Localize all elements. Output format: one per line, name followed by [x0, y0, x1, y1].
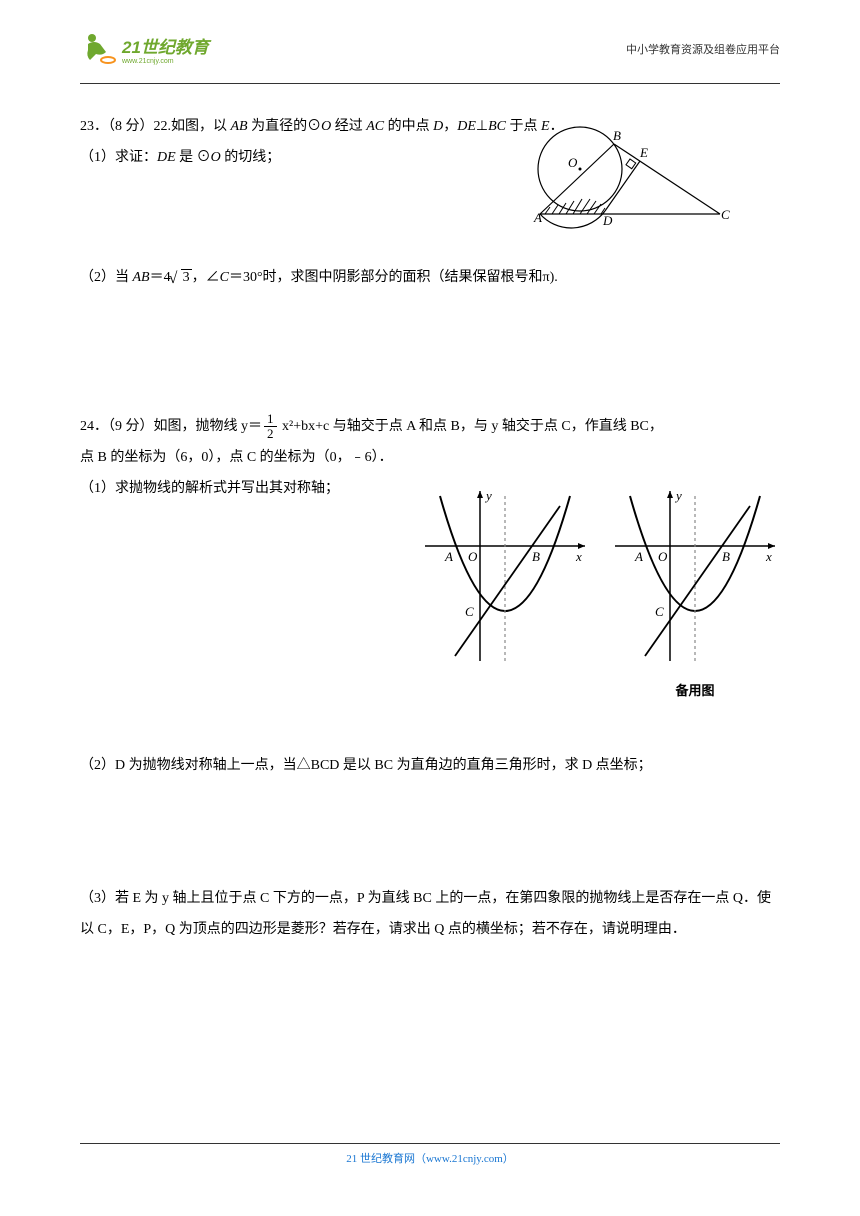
content-area: 23．（8 分）22.如图，以 AB 为直径的⊙O 经过 AC 的中点 D，DE…	[0, 84, 860, 945]
svg-text:x: x	[575, 549, 582, 564]
q24-figures: A O B C x y	[420, 486, 780, 703]
logo: 21世纪教育 www.21cnjy.com	[80, 30, 209, 68]
footer-url: www.21cnjy.com	[426, 1153, 503, 1165]
svg-text:y: y	[674, 488, 682, 503]
q23-text: 22.如图，以	[154, 119, 231, 134]
svg-text:O: O	[468, 549, 478, 564]
svg-text:B: B	[722, 549, 730, 564]
svg-text:y: y	[484, 488, 492, 503]
question-23: 23．（8 分）22.如图，以 AB 为直径的⊙O 经过 AC 的中点 D，DE…	[80, 114, 780, 292]
svg-text:A: A	[634, 549, 643, 564]
svg-text:C: C	[465, 604, 474, 619]
footer-text: 21 世纪教育网（www.21cnjy.com）	[0, 1150, 860, 1166]
q23-points: （8 分）	[108, 119, 154, 134]
logo-text: 21世纪教育 www.21cnjy.com	[122, 33, 209, 65]
q24-stem-2: 点 B 的坐标为（6，0），点 C 的坐标为（0，﹣6）．	[80, 445, 780, 472]
q24-stem: 24．（9 分）如图，抛物线 y＝12 x²+bx+c 与轴交于点 A 和点 B…	[80, 412, 780, 442]
q23-part2: （2）当 AB＝43，∠C＝30°时，求图中阴影部分的面积（结果保留根号和π).	[80, 265, 780, 292]
question-24: 24．（9 分）如图，抛物线 y＝12 x²+bx+c 与轴交于点 A 和点 B…	[80, 412, 780, 946]
label-B: B	[613, 128, 621, 143]
label-E: E	[639, 145, 648, 160]
svg-text:O: O	[658, 549, 668, 564]
q24-part3: （3）若 E 为 y 轴上且位于点 C 下方的一点，P 为直线 BC 上的一点，…	[80, 884, 780, 946]
label-A: A	[533, 210, 542, 225]
svg-text:A: A	[444, 549, 453, 564]
q24-part1: （1）求抛物线的解析式并写出其对称轴；	[80, 476, 420, 503]
svg-text:B: B	[532, 549, 540, 564]
q23-number: 23．	[80, 119, 108, 134]
logo-icon	[80, 30, 118, 68]
q24-number: 24．	[80, 419, 108, 434]
svg-text:x: x	[765, 549, 772, 564]
logo-main-text: 21世纪教育	[122, 33, 209, 58]
backup-label: 备用图	[610, 679, 780, 704]
q24-points: （9 分）	[108, 419, 154, 434]
page-footer: 21 世纪教育网（www.21cnjy.com）	[0, 1143, 860, 1166]
q23-figure: A B C D E O	[500, 119, 730, 240]
logo-sub-text: www.21cnjy.com	[122, 58, 209, 65]
q24-part2: （2）D 为抛物线对称轴上一点，当△BCD 是以 BC 为直角边的直角三角形时，…	[80, 753, 780, 780]
q24-figure-backup: A O B C x y 备用图	[610, 486, 780, 703]
q24-figure-main: A O B C x y	[420, 486, 590, 703]
label-O: O	[568, 155, 578, 170]
page-header: 21世纪教育 www.21cnjy.com 中小学教育资源及组卷应用平台	[80, 0, 780, 84]
label-D: D	[602, 213, 613, 228]
header-right-text: 中小学教育资源及组卷应用平台	[626, 41, 780, 57]
label-C: C	[721, 207, 730, 222]
svg-text:C: C	[655, 604, 664, 619]
q23-var: AB	[231, 119, 248, 134]
